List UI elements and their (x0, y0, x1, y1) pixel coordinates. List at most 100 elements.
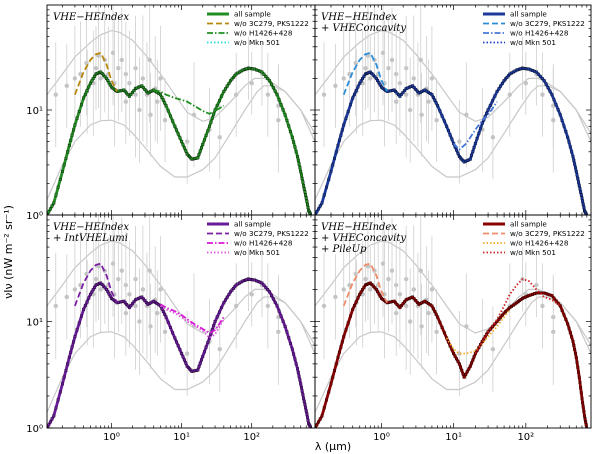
series-marker (127, 306, 131, 310)
series-marker (577, 370, 580, 374)
series-marker (80, 314, 83, 318)
series-marker (491, 99, 495, 103)
series-marker (103, 286, 107, 290)
series-marker (371, 284, 375, 288)
series-marker (351, 96, 355, 100)
series-marker (370, 72, 374, 76)
series-marker (80, 103, 83, 107)
series-marker (464, 373, 468, 376)
series-marker (456, 151, 460, 155)
series-marker (461, 372, 465, 376)
series-marker (356, 296, 360, 300)
series-marker (131, 90, 134, 94)
series-marker (571, 155, 575, 159)
series-marker (560, 308, 564, 312)
series-marker (583, 414, 586, 418)
panel-title-line: VHE−HEIndex (321, 222, 397, 233)
series-marker (336, 143, 340, 147)
series-marker (438, 320, 442, 324)
reference-point (233, 303, 239, 309)
series-marker (570, 150, 574, 154)
series-marker (477, 131, 481, 135)
series-marker (293, 357, 297, 361)
series-marker (400, 92, 403, 96)
series-marker (293, 145, 297, 149)
series-marker (225, 84, 229, 88)
series-marker (159, 93, 162, 97)
reference-point (551, 117, 556, 123)
series-marker (373, 75, 377, 79)
series-marker (196, 156, 200, 160)
series-marker (279, 103, 283, 107)
series-marker (398, 94, 402, 98)
plot-area (315, 215, 591, 428)
series-marker (584, 420, 588, 424)
series-marker (304, 196, 308, 200)
series-marker (306, 415, 309, 419)
reference-point (72, 76, 78, 81)
series-marker (351, 307, 355, 311)
series-marker (370, 283, 374, 287)
series-marker (212, 112, 216, 116)
reference-point (98, 76, 103, 81)
reference-point (429, 76, 435, 81)
series-marker (368, 281, 372, 285)
series-marker (102, 73, 106, 77)
series-marker (184, 361, 188, 365)
reference-point (93, 66, 99, 71)
series-marker (201, 142, 205, 146)
series-marker (181, 143, 185, 147)
series-marker (99, 70, 103, 74)
reference-point (162, 329, 168, 335)
series-marker (567, 140, 571, 144)
series-marker (197, 153, 201, 156)
reference-point (397, 292, 403, 297)
series-marker (64, 369, 68, 373)
series-marker (562, 124, 566, 128)
series-marker (349, 103, 352, 107)
reference-point (140, 76, 146, 81)
series-marker (308, 212, 312, 215)
series-marker (132, 89, 136, 92)
series-marker (303, 403, 307, 407)
x-tick-label: 10¹ (445, 432, 462, 443)
series-marker (262, 72, 266, 76)
reference-point (217, 135, 222, 140)
series-marker (202, 138, 206, 142)
reference-point (191, 112, 197, 118)
series-marker (331, 375, 335, 379)
series-marker (85, 89, 89, 93)
series-marker (472, 145, 476, 149)
series-marker (336, 355, 340, 359)
series-marker (289, 130, 292, 134)
series-marker (581, 401, 585, 405)
series-marker (296, 371, 300, 374)
series-marker (456, 359, 460, 363)
reference-point (249, 80, 254, 86)
series-marker (440, 326, 444, 329)
legend-label: w/o Mkn 501 (234, 248, 280, 257)
reference-curve-lower (315, 85, 591, 200)
series-marker (434, 312, 438, 316)
series-marker (560, 118, 564, 122)
series-marker (262, 283, 266, 287)
series-marker (306, 418, 310, 422)
reference-point (411, 76, 416, 81)
series-marker (331, 163, 335, 167)
legend-label: all sample (234, 220, 271, 229)
series-line-wo_mkn (160, 305, 225, 339)
reference-point (419, 324, 424, 329)
series-marker (72, 340, 75, 344)
series-marker (325, 398, 328, 402)
series-marker (198, 149, 202, 153)
reference-point (184, 351, 190, 356)
reference-point (434, 329, 439, 335)
y-tick-label: 10¹ (26, 318, 43, 329)
reference-point (419, 112, 424, 118)
series-marker (564, 317, 568, 321)
series-marker (215, 315, 219, 319)
series-marker (99, 281, 103, 285)
reference-point (148, 324, 153, 329)
series-marker (479, 126, 483, 130)
